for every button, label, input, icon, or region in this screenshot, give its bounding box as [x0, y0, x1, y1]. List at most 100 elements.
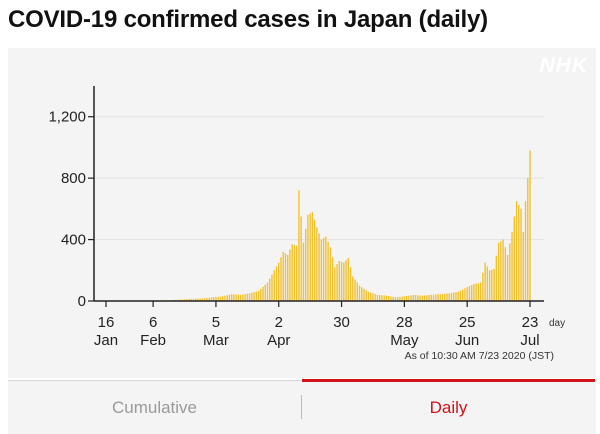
daily-case-bar: [313, 219, 316, 301]
nhk-logo: NHK: [539, 54, 588, 77]
x-tick-day-label: 25: [459, 314, 476, 331]
daily-case-bar: [224, 295, 226, 301]
daily-case-bar: [204, 298, 206, 301]
daily-case-bar: [327, 241, 329, 301]
x-tick-day-label: 30: [333, 314, 350, 331]
daily-case-bar: [390, 296, 392, 301]
y-tick-label: 400: [61, 232, 86, 249]
y-tick-label: 1,200: [48, 109, 86, 126]
daily-case-bar: [506, 254, 509, 301]
daily-case-bar: [464, 288, 466, 301]
daily-case-bar: [473, 284, 475, 301]
x-tick-month-label: Feb: [140, 332, 166, 349]
daily-case-bar: [287, 254, 289, 301]
daily-case-bar: [345, 260, 347, 301]
daily-case-bar: [307, 215, 309, 301]
daily-case-bar: [278, 262, 280, 301]
daily-case-bar: [518, 205, 520, 301]
daily-case-bar: [349, 267, 352, 301]
daily-case-bar: [199, 298, 201, 301]
daily-case-bar: [423, 295, 426, 301]
daily-case-bar: [524, 201, 527, 301]
daily-case-bar: [264, 284, 266, 301]
y-ticks: 0 400 800 1,200: [48, 109, 94, 310]
daily-case-bar: [318, 233, 320, 301]
daily-case-bar: [374, 294, 376, 301]
daily-case-bar: [255, 291, 258, 301]
daily-case-bar: [219, 296, 222, 301]
daily-case-bar: [300, 216, 302, 301]
daily-case-bar: [435, 294, 437, 301]
daily-case-bar: [370, 292, 372, 301]
daily-case-bar: [291, 244, 293, 301]
y-tick-label: 0: [78, 293, 86, 310]
daily-case-bar: [529, 150, 531, 301]
daily-case-bar: [228, 294, 231, 301]
daily-case-bar: [208, 297, 210, 301]
daily-case-bar: [419, 295, 421, 301]
daily-case-bar: [295, 245, 298, 301]
daily-case-bar: [311, 211, 314, 301]
daily-case-bar: [257, 291, 260, 301]
daily-case-bar: [468, 286, 471, 301]
daily-case-bar: [325, 236, 327, 301]
x-tick-day-label: 23: [522, 314, 539, 331]
tab-divider: [301, 395, 302, 419]
daily-case-bar: [230, 294, 233, 301]
tab-daily[interactable]: Daily: [302, 379, 595, 434]
daily-case-bar: [352, 276, 354, 301]
daily-case-bar: [482, 272, 484, 301]
x-tick-month-label: Jan: [94, 332, 118, 349]
daily-case-bar: [336, 264, 338, 301]
daily-case-bar: [414, 295, 417, 301]
daily-case-bar: [477, 283, 480, 301]
daily-case-bar: [381, 295, 383, 301]
daily-case-bar: [466, 287, 468, 301]
daily-case-bar: [282, 251, 284, 301]
daily-case-bar: [392, 296, 394, 301]
daily-case-bar: [365, 290, 367, 301]
daily-case-bar: [450, 292, 453, 301]
x-tick-day-label: 28: [396, 314, 413, 331]
daily-case-bar: [455, 292, 457, 301]
daily-case-bar: [275, 266, 278, 301]
chart-axes: [93, 86, 544, 302]
daily-case-bar: [329, 247, 332, 301]
daily-case-bar: [453, 292, 455, 301]
x-tick-month-label: Jul: [520, 332, 539, 349]
daily-case-bar: [502, 239, 504, 301]
daily-case-bar: [511, 231, 513, 301]
daily-case-bar: [206, 297, 208, 301]
daily-case-bar: [405, 296, 408, 301]
daily-case-bar: [399, 296, 401, 301]
daily-case-bar: [338, 261, 341, 301]
daily-case-bar: [192, 298, 195, 301]
daily-case-bar: [509, 243, 511, 301]
daily-case-bar: [446, 293, 448, 301]
daily-case-bar: [293, 244, 296, 301]
daily-case-bar: [284, 253, 287, 301]
daily-case-bar: [367, 291, 370, 301]
x-tick-day-label: 5: [212, 314, 220, 331]
daily-case-bar: [248, 293, 251, 301]
daily-case-bar: [376, 294, 379, 301]
daily-case-bar: [401, 296, 403, 301]
daily-case-bar: [181, 299, 183, 301]
daily-case-bar: [457, 291, 459, 301]
daily-case-bar: [226, 295, 228, 301]
daily-case-bar: [441, 293, 444, 301]
daily-case-bar: [273, 270, 275, 301]
chart-title: COVID-19 confirmed cases in Japan (daily…: [8, 6, 488, 33]
x-tick-day-label: 16: [98, 314, 115, 331]
daily-case-bar: [331, 257, 334, 301]
daily-case-bar: [495, 255, 498, 301]
daily-case-bar: [385, 295, 388, 301]
daily-case-bar: [190, 298, 192, 301]
daily-case-bar: [260, 288, 262, 301]
daily-case-bar: [253, 292, 255, 301]
daily-case-bar: [304, 228, 307, 301]
daily-case-bar: [215, 296, 217, 301]
daily-case-bar: [378, 295, 381, 301]
tab-cumulative[interactable]: Cumulative: [8, 381, 301, 434]
